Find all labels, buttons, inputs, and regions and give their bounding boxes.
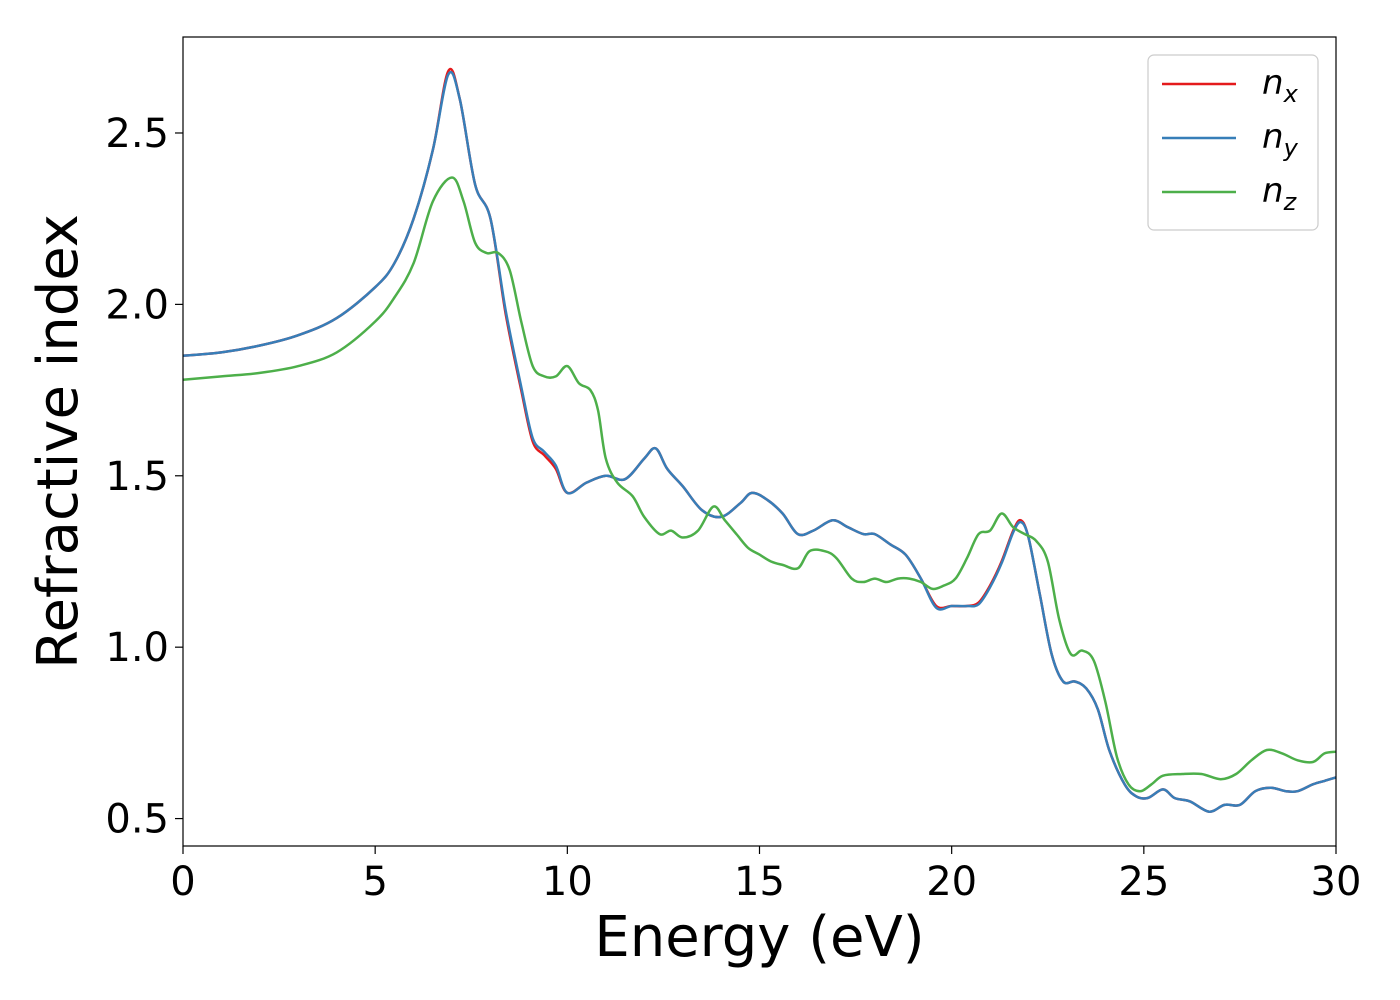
legend-label-nx: nx: [1262, 63, 1299, 108]
series-line-nz: [182, 176, 1337, 793]
y-tick-label: 1.0: [105, 625, 169, 671]
x-tick-label: 15: [734, 859, 785, 905]
plot-background: [183, 37, 1336, 846]
legend-label-nz: nz: [1262, 171, 1298, 216]
y-axis-title: Refractive index: [26, 214, 91, 669]
y-tick-label: 2.5: [105, 111, 169, 157]
x-axis-title: Energy (eV): [594, 905, 924, 970]
x-tick-label: 0: [170, 859, 195, 905]
x-tick-label: 10: [542, 859, 593, 905]
x-tick-label: 30: [1311, 859, 1362, 905]
series-layer: [182, 67, 1337, 813]
series-line-ny: [182, 70, 1337, 813]
x-tick-label: 20: [926, 859, 977, 905]
y-tick-label: 0.5: [105, 797, 169, 843]
y-axis: 0.5 1.0 1.5 2.0 2.5: [105, 111, 183, 843]
y-tick-label: 2.0: [105, 282, 169, 328]
x-axis: 0 5 10 15 20 25 30: [170, 846, 1361, 905]
legend-label-ny: ny: [1262, 117, 1299, 162]
y-tick-label: 1.5: [105, 454, 169, 500]
x-tick-label: 5: [362, 859, 387, 905]
legend: nx ny nz: [1147, 54, 1319, 231]
legend-box: [1147, 54, 1319, 231]
x-tick-label: 25: [1118, 859, 1169, 905]
